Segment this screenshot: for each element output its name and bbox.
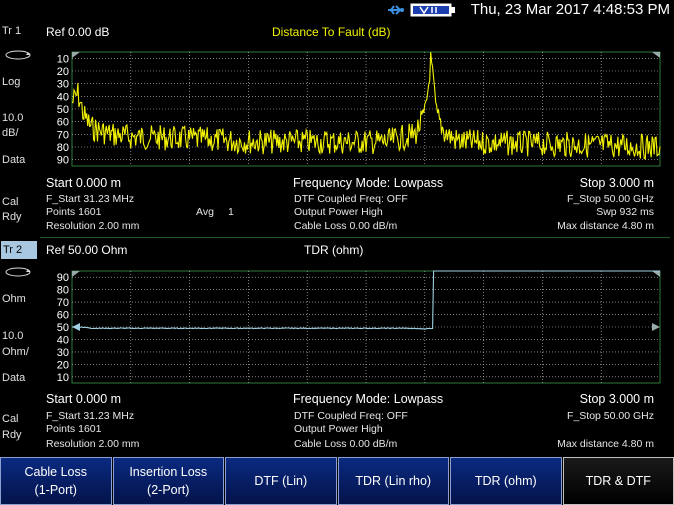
trace-1-frequency-mode: Frequency Mode: Lowpass	[293, 176, 444, 190]
y-tick-label: 30	[57, 79, 69, 91]
trace-1-max-distance: Max distance 4.80 m	[557, 220, 654, 232]
y-tick-label: 50	[57, 104, 69, 116]
y-tick-label: 10	[57, 53, 69, 65]
trace-line	[71, 270, 660, 330]
y-tick-label: 80	[57, 142, 69, 154]
trace-2-output-power: Output Power High	[294, 423, 383, 435]
trace-1-cable-loss: Cable Loss 0.00 dB/m	[294, 220, 398, 232]
trace-1-dtf-coupled: DTF Coupled Freq: OFF	[294, 193, 408, 205]
trace-2-cal-label: Cal	[2, 413, 19, 425]
trace-2-scale-unit: Ohm/	[2, 346, 29, 358]
y-tick-label: 90	[57, 272, 69, 284]
y-tick-label: 30	[57, 347, 69, 359]
corner-marker	[72, 271, 80, 277]
reference-marker	[652, 323, 660, 331]
trace-1-stop[interactable]: Stop 3.000 m	[579, 176, 654, 190]
trace-1-selector[interactable]: Tr 1	[2, 25, 22, 37]
trace-2-stop[interactable]: Stop 3.000 m	[579, 392, 654, 406]
trace-1-points: Points 1601	[46, 206, 102, 218]
y-tick-label: 40	[57, 334, 69, 346]
trace-2-f-stop: F_Stop 50.00 GHz	[567, 410, 654, 422]
trace-1-title: Distance To Fault (dB)	[272, 25, 391, 39]
usb-icon	[388, 5, 404, 15]
y-tick-label: 90	[57, 155, 69, 167]
trace-2-reference-level[interactable]: Ref 50.00 Ohm	[46, 243, 128, 257]
trace-2-start[interactable]: Start 0.000 m	[46, 392, 122, 406]
trace-1-avg-value: 1	[228, 206, 234, 218]
corner-marker	[652, 52, 660, 58]
trace-line	[71, 51, 661, 160]
trace-1-scale-value[interactable]: 10.0	[2, 112, 24, 124]
y-tick-label: 60	[57, 117, 69, 129]
y-tick-label: 20	[57, 359, 69, 371]
battery-icon	[410, 3, 455, 17]
trace-2-title: TDR (ohm)	[304, 243, 364, 257]
rotate-icon	[5, 267, 31, 277]
softkey-dtf-lin[interactable]: DTF (Lin)	[225, 457, 337, 505]
trace-1-resolution: Resolution 2.00 mm	[46, 220, 140, 232]
y-tick-label: 40	[57, 91, 69, 103]
y-tick-label: 10	[57, 372, 69, 384]
corner-marker	[72, 52, 80, 58]
rotate-icon	[5, 50, 31, 60]
trace-2-data-label: Data	[2, 372, 26, 384]
softkey-tdr-ohm[interactable]: TDR (ohm)	[450, 457, 562, 505]
trace-1-data-label: Data	[2, 154, 26, 166]
status-bar: Thu, 23 Mar 2017 4:48:53 PM	[0, 0, 674, 20]
corner-marker	[652, 271, 660, 277]
trace-1-output-power: Output Power High	[294, 206, 383, 218]
trace-1-f-start: F_Start 31.23 MHz	[46, 193, 135, 205]
softkey-label: Cable Loss (1-Port)	[24, 465, 88, 497]
y-tick-label: 60	[57, 310, 69, 322]
softkey-label: TDR & DTF	[585, 474, 651, 488]
y-tick-label: 20	[57, 66, 69, 78]
trace-1-cal-label: Cal	[2, 196, 19, 208]
y-tick-label: 80	[57, 285, 69, 297]
reference-marker	[72, 323, 80, 331]
trace-2-rdy-label: Rdy	[2, 429, 22, 441]
trace-2-resolution: Resolution 2.00 mm	[46, 438, 140, 450]
trace-1-rdy-label: Rdy	[2, 211, 22, 223]
softkey-label: Insertion Loss (2-Port)	[129, 465, 208, 497]
trace-1-format[interactable]: Log	[2, 76, 21, 88]
trace-1-start[interactable]: Start 0.000 m	[46, 176, 122, 190]
panel-divider	[40, 237, 670, 238]
trace-2-format[interactable]: Ohm	[2, 293, 26, 305]
softkey-insertion-loss-2-port[interactable]: Insertion Loss (2-Port)	[112, 457, 224, 505]
trace-1-reference-level[interactable]: Ref 0.00 dB	[46, 25, 110, 39]
trace-2-points: Points 1601	[46, 423, 102, 435]
softkey-label: TDR (Lin rho)	[355, 474, 432, 488]
trace-2-scale-value[interactable]: 10.0	[2, 330, 24, 342]
y-tick-label: 70	[57, 129, 69, 141]
y-tick-label: 50	[57, 322, 69, 334]
trace-2-max-distance: Max distance 4.80 m	[557, 438, 654, 450]
trace-2-selector[interactable]: Tr 2	[1, 241, 37, 259]
trace-1-avg-label: Avg	[196, 206, 214, 218]
softkey-label: TDR (ohm)	[474, 474, 537, 488]
softkey-tdr-lin-rho[interactable]: TDR (Lin rho)	[337, 457, 449, 505]
softkey-tdr-dtf[interactable]: TDR & DTF	[562, 457, 674, 505]
y-tick-label: 70	[57, 297, 69, 309]
softkey-cable-loss-1-port[interactable]: Cable Loss (1-Port)	[0, 457, 112, 505]
trace-2-cable-loss: Cable Loss 0.00 dB/m	[294, 438, 398, 450]
trace-1-scale-unit: dB/	[2, 127, 19, 139]
trace-1-sweep-time: Swp 932 ms	[596, 206, 654, 218]
trace-1-f-stop: F_Stop 50.00 GHz	[567, 193, 654, 205]
trace-2-frequency-mode: Frequency Mode: Lowpass	[293, 392, 444, 406]
trace-2-dtf-coupled: DTF Coupled Freq: OFF	[294, 410, 408, 422]
softkey-bar: Cable Loss (1-Port) Insertion Loss (2-Por…	[0, 457, 674, 505]
trace-2-f-start: F_Start 31.23 MHz	[46, 410, 135, 422]
softkey-label: DTF (Lin)	[254, 474, 308, 488]
datetime-display: Thu, 23 Mar 2017 4:48:53 PM	[470, 1, 670, 18]
